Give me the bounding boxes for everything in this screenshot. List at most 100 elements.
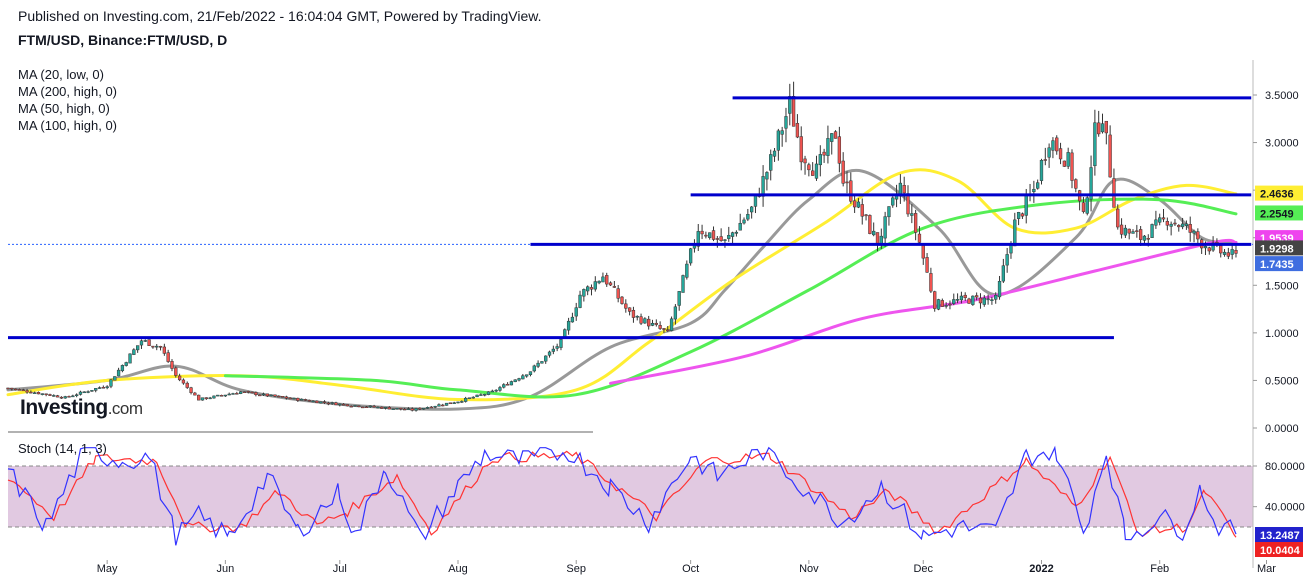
- candle-up: [208, 397, 212, 400]
- candle-up: [1184, 223, 1189, 226]
- candle-up: [319, 401, 323, 404]
- candle-up: [479, 394, 483, 396]
- candle-down: [1135, 230, 1139, 232]
- candle-up: [997, 281, 1002, 298]
- logo-text: Investing: [20, 396, 108, 419]
- candle-up: [1013, 219, 1017, 247]
- x-tick-label: Sep: [566, 563, 586, 575]
- candle-up: [383, 407, 388, 409]
- y-tick-label: 0.5000: [1265, 375, 1299, 387]
- candle-down: [265, 393, 269, 397]
- candle-up: [776, 130, 780, 151]
- candle-up: [582, 289, 586, 297]
- candle-down: [605, 275, 609, 285]
- indicator-legend: MA (20, low, 0) MA (200, high, 0) MA (50…: [18, 66, 117, 134]
- candle-up: [635, 315, 639, 318]
- stoch-k-line: [7, 445, 1237, 546]
- price-label-text: 1.7435: [1260, 259, 1294, 271]
- candle-up: [444, 402, 449, 406]
- candle-up: [982, 297, 986, 305]
- candle-down: [612, 286, 617, 288]
- candle-up: [113, 376, 117, 381]
- candle-up: [524, 374, 529, 377]
- y-tick-label: 0.0000: [1265, 423, 1299, 435]
- candle-up: [879, 235, 883, 245]
- candle-down: [1020, 213, 1025, 217]
- stoch-label-box: [1255, 527, 1303, 542]
- candle-down: [917, 233, 922, 243]
- candle-down: [925, 257, 929, 273]
- candle-down: [254, 392, 258, 396]
- candle-up: [1005, 254, 1009, 266]
- candle-down: [303, 399, 308, 401]
- candle-up: [936, 299, 941, 310]
- candle-down: [25, 390, 29, 393]
- candle-down: [711, 230, 716, 240]
- candle-down: [322, 401, 327, 403]
- candle-down: [845, 181, 849, 184]
- candle-up: [593, 281, 597, 290]
- stoch-d-line: [7, 450, 1237, 538]
- candle-down: [170, 361, 174, 369]
- candle-up: [1123, 227, 1128, 236]
- candle-down: [624, 303, 628, 309]
- price-label-box: [1255, 256, 1303, 272]
- candle-down: [17, 389, 22, 391]
- candle-up: [223, 394, 228, 397]
- candle-down: [174, 367, 178, 376]
- candle-up: [723, 239, 727, 241]
- candle-up: [90, 390, 94, 392]
- candle-up: [769, 154, 773, 171]
- candle-up: [688, 248, 693, 264]
- legend-ma20: MA (20, low, 0): [18, 67, 104, 82]
- candle-down: [608, 282, 613, 286]
- candle-down: [833, 131, 838, 139]
- legend-ma200: MA (200, high, 0): [18, 84, 117, 99]
- candle-up: [517, 378, 521, 381]
- candle-up: [330, 402, 334, 404]
- candle-up: [471, 396, 475, 399]
- candle-up: [498, 387, 502, 391]
- candle-down: [1119, 224, 1124, 235]
- candle-down: [158, 346, 163, 348]
- candle-up: [94, 388, 98, 391]
- candle-up: [368, 405, 372, 408]
- candle-down: [704, 234, 708, 237]
- candle-up: [780, 130, 784, 135]
- candle-down: [44, 393, 48, 396]
- candle-up: [578, 294, 582, 308]
- candle-up: [425, 407, 430, 409]
- candle-down: [357, 405, 361, 408]
- candle-down: [666, 329, 670, 331]
- candle-down: [933, 291, 937, 309]
- stoch-label-text: 13.2487: [1260, 530, 1300, 542]
- candle-up: [109, 379, 113, 387]
- candle-down: [1219, 245, 1223, 254]
- candle-up: [311, 400, 315, 403]
- candle-down: [1058, 148, 1063, 160]
- candle-up: [555, 346, 559, 349]
- candle-down: [978, 297, 983, 304]
- candle-up: [910, 213, 914, 216]
- candle-down: [67, 396, 71, 398]
- candle-down: [10, 387, 14, 390]
- candle-down: [940, 300, 944, 307]
- candle-down: [334, 402, 338, 406]
- candle-up: [1089, 167, 1093, 200]
- candle-down: [975, 295, 979, 298]
- candle-up: [200, 397, 205, 401]
- candle-down: [700, 230, 704, 235]
- candle-up: [475, 394, 479, 398]
- candle-down: [948, 303, 952, 306]
- candle-down: [307, 400, 311, 402]
- candle-up: [708, 232, 712, 238]
- candle-up: [818, 154, 822, 166]
- candle-up: [494, 389, 498, 392]
- candle-up: [887, 206, 891, 218]
- candle-down: [1127, 228, 1131, 234]
- x-tick-label: Aug: [448, 563, 468, 575]
- candle-up: [433, 405, 437, 408]
- candle-up: [1154, 219, 1158, 226]
